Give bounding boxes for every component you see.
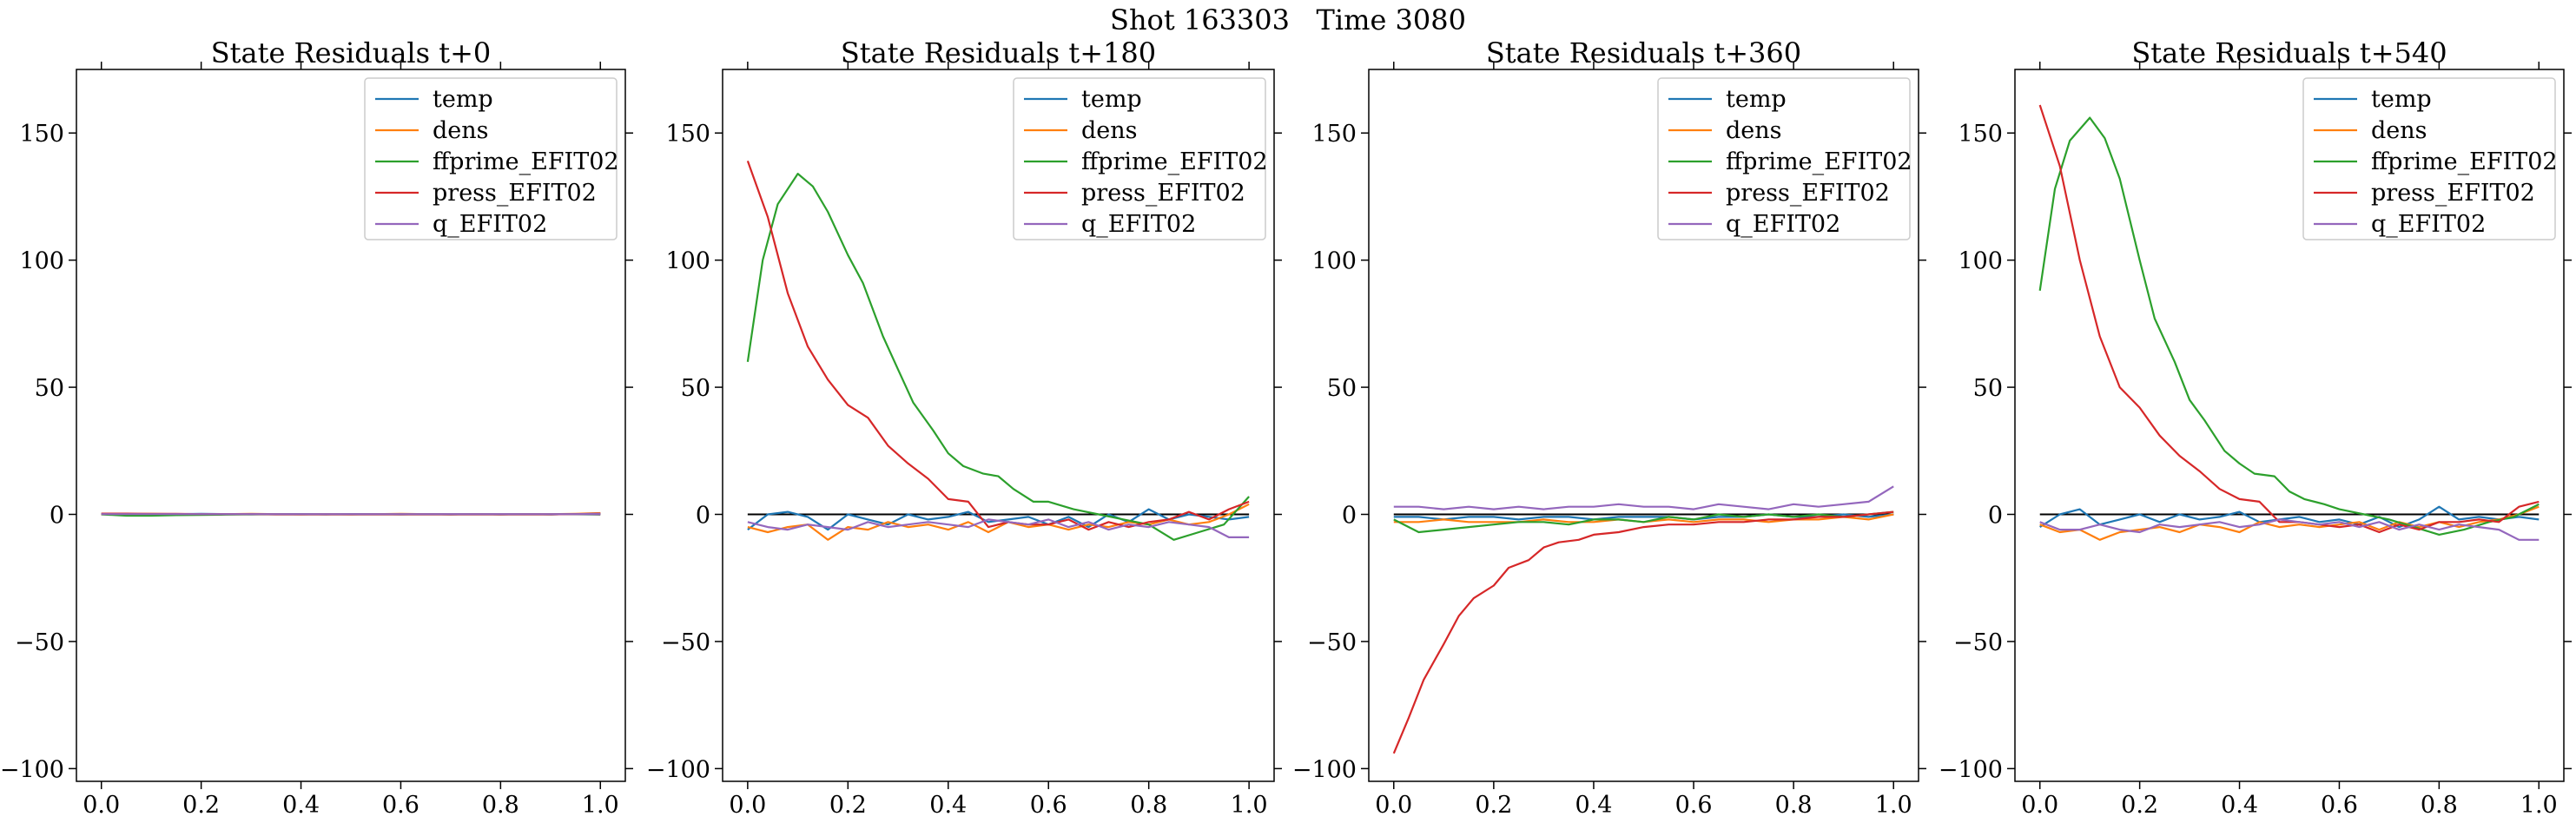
legend-label: press_EFIT02 (1081, 180, 1245, 207)
legend-label: q_EFIT02 (433, 211, 547, 238)
legend-label: dens (1081, 117, 1138, 144)
y-tick-label: 50 (681, 375, 710, 402)
y-tick-label: 0 (50, 503, 64, 530)
subplot-title: State Residuals t+0 (211, 36, 492, 69)
x-tick-label: 0.4 (1575, 792, 1612, 819)
x-tick-label: 1.0 (582, 792, 619, 819)
x-tick-label: 0.6 (382, 792, 419, 819)
subplot-title: State Residuals t+360 (1486, 36, 1801, 69)
x-tick-label: 0.2 (182, 792, 220, 819)
legend-label: ffprime_EFIT02 (1081, 148, 1268, 175)
y-tick-label: −100 (0, 756, 64, 783)
legend-label: temp (1726, 86, 1787, 113)
x-tick-label: 0.0 (83, 792, 120, 819)
x-tick-label: 1.0 (1875, 792, 1912, 819)
y-tick-label: 50 (35, 375, 64, 402)
legend-label: ffprime_EFIT02 (433, 148, 619, 175)
y-tick-label: −100 (1939, 756, 2003, 783)
y-tick-label: 0 (1342, 503, 1357, 530)
x-tick-label: 0.2 (2121, 792, 2158, 819)
subplot-0: State Residuals t+0 −100 −50 0 50 100 150 0.0 0.… (0, 36, 633, 819)
legend-label: dens (433, 117, 489, 144)
legend-label: temp (2371, 86, 2432, 113)
legend-label: q_EFIT02 (1081, 211, 1196, 238)
legend-label: press_EFIT02 (433, 180, 597, 207)
series-line-q_EFIT02 (748, 519, 1249, 537)
y-tick-label: −50 (1307, 629, 1357, 656)
subplot-title: State Residuals t+180 (841, 36, 1156, 69)
subplot-3: State Residuals t+540 −100 −50 0 50 100 150 0.0… (1939, 36, 2572, 819)
y-tick-label: −50 (1953, 629, 2003, 656)
y-tick-label: −50 (661, 629, 710, 656)
x-tick-label: 0.0 (729, 792, 766, 819)
legend-label: ffprime_EFIT02 (2371, 148, 2558, 175)
series-line-dens (2040, 507, 2540, 540)
y-tick-label: 100 (665, 248, 710, 275)
x-tick-label: 1.0 (1231, 792, 1268, 819)
x-tick-label: 0.8 (1775, 792, 1813, 819)
x-tick-label: 0.8 (1130, 792, 1167, 819)
y-tick-label: 150 (665, 121, 710, 148)
series-line-press_EFIT02 (1394, 512, 1893, 754)
figure-suptitle: Shot 163303 Time 3080 (0, 3, 2576, 36)
x-tick-label: 0.0 (2021, 792, 2058, 819)
subplot-1: State Residuals t+180 −100 −50 0 50 100 150 0.0… (646, 36, 1282, 819)
x-tick-label: 0.0 (1375, 792, 1412, 819)
legend-label: temp (433, 86, 493, 113)
subplot-2: State Residuals t+360 −100 −50 0 50 100 150 0.0… (1292, 36, 1926, 819)
x-tick-label: 0.2 (1475, 792, 1512, 819)
y-tick-label: −50 (15, 629, 64, 656)
x-tick-label: 0.6 (1030, 792, 1067, 819)
x-tick-label: 0.2 (829, 792, 867, 819)
y-tick-label: 150 (1311, 121, 1357, 148)
x-tick-label: 1.0 (2520, 792, 2558, 819)
y-tick-label: 100 (1311, 248, 1357, 275)
legend-label: q_EFIT02 (2371, 211, 2486, 238)
x-tick-label: 0.6 (2321, 792, 2358, 819)
x-tick-label: 0.6 (1675, 792, 1713, 819)
y-tick-label: 100 (1958, 248, 2003, 275)
legend-label: press_EFIT02 (2371, 180, 2535, 207)
series-line-q_EFIT02 (1394, 486, 1893, 509)
y-tick-label: 0 (1988, 503, 2003, 530)
y-tick-label: −100 (1292, 756, 1357, 783)
y-tick-label: 150 (1958, 121, 2003, 148)
y-tick-label: 100 (19, 248, 64, 275)
subplot-title: State Residuals t+540 (2131, 36, 2447, 69)
x-tick-label: 0.4 (2221, 792, 2258, 819)
legend-label: dens (2371, 117, 2427, 144)
y-tick-label: 50 (1327, 375, 1357, 402)
y-tick-label: 50 (1973, 375, 2003, 402)
x-tick-label: 0.8 (482, 792, 519, 819)
y-tick-label: −100 (646, 756, 710, 783)
series-line-temp (2040, 507, 2540, 527)
legend-label: temp (1081, 86, 1142, 113)
x-tick-label: 0.8 (2421, 792, 2458, 819)
x-tick-label: 0.4 (929, 792, 967, 819)
series-line-dens (1394, 515, 1893, 523)
legend-label: press_EFIT02 (1726, 180, 1890, 207)
x-tick-label: 0.4 (282, 792, 320, 819)
legend-label: ffprime_EFIT02 (1726, 148, 1912, 175)
y-tick-label: 0 (696, 503, 710, 530)
legend-label: dens (1726, 117, 1782, 144)
y-tick-label: 150 (19, 121, 64, 148)
legend-label: q_EFIT02 (1726, 211, 1840, 238)
